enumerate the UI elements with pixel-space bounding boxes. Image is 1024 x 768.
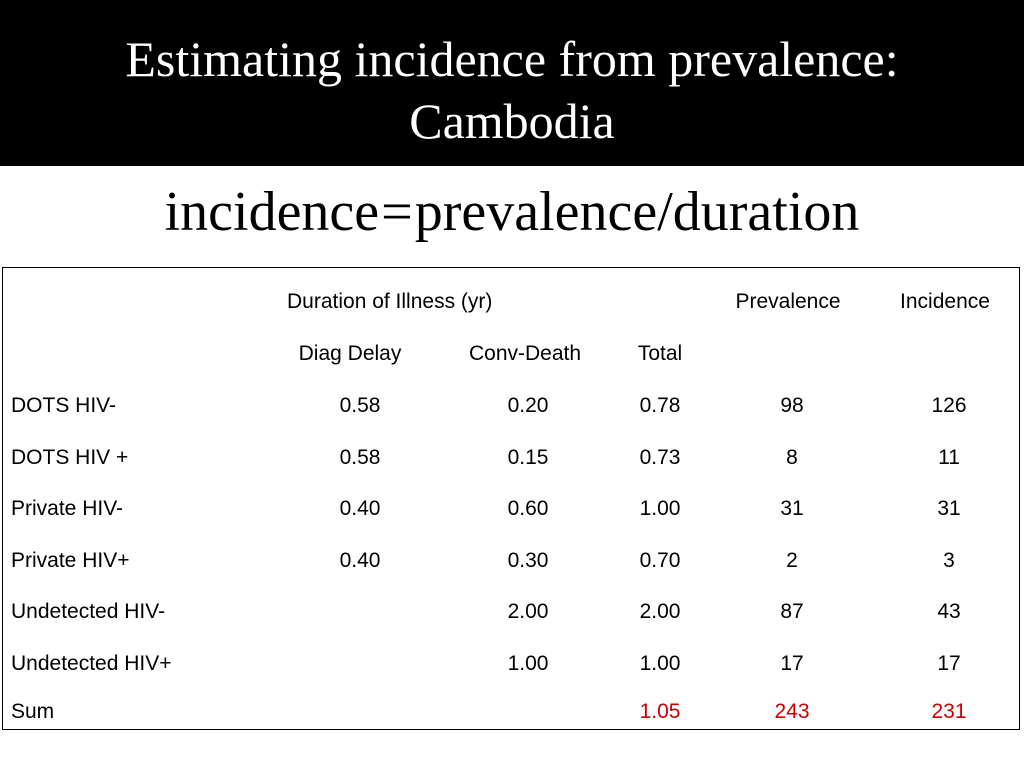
- title-line-1: Estimating incidence from prevalence:: [125, 31, 899, 87]
- formula: incidence=prevalence/duration: [0, 180, 1024, 244]
- row-incidence: 3: [943, 549, 955, 572]
- row-total: 1.00: [639, 652, 681, 675]
- formula-rhs: prevalence/duration: [414, 181, 860, 243]
- row-label: Undetected HIV-: [11, 600, 166, 623]
- data-table: Duration of Illness (yr) Prevalence Inci…: [2, 267, 1020, 730]
- row-incidence: 126: [931, 394, 967, 417]
- header-total: Total: [637, 342, 683, 365]
- row-prevalence: 31: [780, 497, 804, 520]
- row-prevalence: 8: [786, 446, 798, 469]
- row-total: 2.00: [639, 600, 681, 623]
- row-total: 0.73: [639, 446, 681, 469]
- header-prevalence: Prevalence: [735, 290, 841, 313]
- header-diag-delay: Diag Delay: [298, 342, 402, 365]
- row-label: DOTS HIV-: [11, 394, 117, 417]
- sum-label: Sum: [11, 700, 55, 723]
- row-conv-death: 2.00: [507, 600, 549, 623]
- header-incidence: Incidence: [900, 290, 990, 313]
- row-diag-delay: 0.58: [339, 394, 381, 417]
- row-diag-delay: 0.40: [339, 549, 381, 572]
- title-line-2: Cambodia: [409, 93, 615, 149]
- row-incidence: 43: [937, 600, 961, 623]
- row-conv-death: 0.30: [507, 549, 549, 572]
- row-diag-delay: 0.58: [339, 446, 381, 469]
- row-total: 0.70: [639, 549, 681, 572]
- row-incidence: 11: [938, 446, 960, 469]
- sum-incidence: 231: [931, 700, 967, 723]
- sum-total: 1.05: [639, 700, 681, 723]
- row-total: 1.00: [639, 497, 681, 520]
- row-incidence: 17: [937, 652, 961, 675]
- row-prevalence: 2: [786, 549, 798, 572]
- slide-title: Estimating incidence from prevalence: Ca…: [0, 0, 1024, 166]
- header-conv-death: Conv-Death: [468, 342, 582, 365]
- sum-prevalence: 243: [774, 700, 810, 723]
- row-conv-death: 1.00: [507, 652, 549, 675]
- row-incidence: 31: [937, 497, 961, 520]
- row-diag-delay: 0.40: [339, 497, 381, 520]
- row-conv-death: 0.15: [507, 446, 549, 469]
- row-prevalence: 87: [780, 600, 804, 623]
- row-conv-death: 0.20: [507, 394, 549, 417]
- row-total: 0.78: [639, 394, 681, 417]
- row-label: Undetected HIV+: [11, 652, 172, 675]
- row-label: Private HIV-: [11, 497, 124, 520]
- row-label: DOTS HIV +: [11, 446, 129, 469]
- row-prevalence: 17: [780, 652, 804, 675]
- row-label: Private HIV+: [11, 549, 130, 572]
- formula-equals: =: [381, 181, 413, 243]
- header-duration: Duration of Illness (yr): [287, 290, 493, 313]
- row-prevalence: 98: [780, 394, 804, 417]
- row-conv-death: 0.60: [507, 497, 549, 520]
- formula-lhs: incidence: [164, 181, 380, 243]
